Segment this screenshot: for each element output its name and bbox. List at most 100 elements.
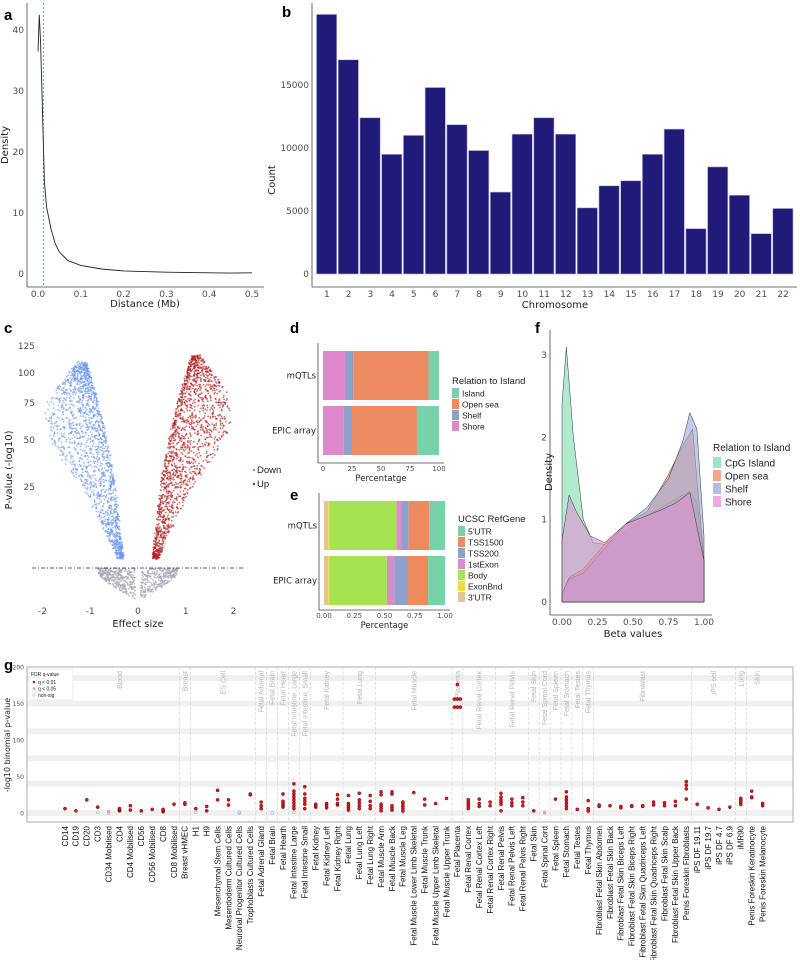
down-point (62, 406, 65, 409)
down-point (87, 445, 89, 448)
up-point (190, 421, 193, 424)
nonsig-point (146, 588, 149, 591)
down-point (90, 477, 93, 480)
up-point (209, 395, 212, 398)
up-point (201, 371, 204, 374)
down-point (82, 432, 84, 434)
category-label: Fetal Renal Pelvis Left (508, 825, 517, 906)
legend-label: Body (468, 571, 488, 581)
up-point (194, 381, 197, 384)
point-q001 (521, 803, 525, 808)
up-point (225, 399, 228, 401)
up-point (202, 445, 204, 448)
category-label: CD34 Mobilised (104, 826, 113, 882)
up-point (176, 431, 179, 434)
down-point (114, 488, 117, 491)
down-point (90, 384, 93, 387)
down-point (93, 416, 95, 418)
down-point (78, 366, 81, 369)
y-tick-label: 25 (24, 483, 35, 493)
down-point (87, 434, 90, 437)
up-point (185, 377, 188, 380)
down-point (111, 498, 114, 501)
point-q001 (422, 797, 427, 801)
point-q001 (226, 803, 231, 807)
up-point (200, 397, 203, 399)
up-point (166, 516, 169, 519)
down-point (96, 427, 99, 430)
up-point (167, 509, 170, 512)
up-point (193, 459, 196, 461)
up-point (199, 429, 202, 431)
down-point (99, 448, 102, 451)
up-point (208, 369, 211, 372)
point-q001 (444, 796, 449, 801)
down-point (75, 444, 78, 447)
nonsig-point (143, 582, 146, 585)
bar-chr-3 (359, 117, 381, 275)
down-point (64, 378, 67, 381)
category-label: Fetal Placenta (453, 825, 462, 877)
down-point (71, 469, 73, 472)
point-q001 (379, 802, 383, 807)
legend-swatch (713, 483, 721, 494)
up-point (220, 408, 223, 411)
category-label: CD8 Mobilised (170, 826, 179, 878)
category-label: CD56 Mobilised (148, 826, 157, 882)
down-point (97, 438, 99, 440)
up-point (198, 452, 201, 454)
nonsig-point (125, 590, 128, 593)
up-point (169, 440, 172, 442)
up-point (177, 483, 180, 485)
point-q001 (411, 790, 416, 795)
up-point (183, 450, 186, 452)
up-point (160, 530, 162, 533)
up-point (206, 404, 209, 407)
up-point (209, 386, 211, 389)
up-point (186, 461, 188, 464)
nonsig-point (129, 581, 132, 583)
up-point (167, 514, 170, 517)
down-point (102, 443, 105, 446)
point-q001 (499, 791, 503, 796)
nonsig-point (122, 585, 125, 588)
x-tick-label: 1 (183, 607, 189, 617)
up-point (175, 468, 178, 470)
down-point (114, 526, 117, 529)
point-q001 (193, 806, 198, 811)
up-point (184, 403, 187, 405)
up-point (215, 401, 217, 404)
group-label: Blood (117, 671, 124, 689)
down-point (70, 403, 73, 406)
down-point (102, 473, 104, 475)
down-point (100, 449, 103, 452)
up-point (173, 474, 176, 477)
down-point (69, 382, 72, 385)
up-point (207, 384, 210, 386)
category-label: Fetal Brain (268, 826, 277, 865)
down-point (105, 456, 108, 459)
up-point (179, 418, 182, 420)
down-point (80, 478, 82, 481)
up-point (188, 451, 191, 454)
nonsig-point (171, 569, 174, 572)
up-point (166, 498, 168, 500)
down-point (81, 401, 83, 404)
down-point (88, 422, 91, 425)
down-point (96, 451, 99, 454)
down-point (100, 484, 102, 487)
nonsig-point (112, 573, 114, 576)
category-label: Breast vHMEC (181, 826, 190, 879)
up-point (202, 409, 205, 412)
x-tick-label: 18 (691, 290, 703, 300)
point-q001 (117, 806, 122, 811)
down-point (94, 483, 97, 486)
down-point (93, 399, 96, 402)
up-point (166, 477, 169, 480)
down-point (114, 494, 117, 497)
up-point (153, 532, 156, 535)
x-tick-label: -2 (38, 607, 47, 617)
down-point (88, 386, 91, 388)
nonsig-point (127, 587, 130, 590)
bar-chr-11 (533, 117, 555, 275)
